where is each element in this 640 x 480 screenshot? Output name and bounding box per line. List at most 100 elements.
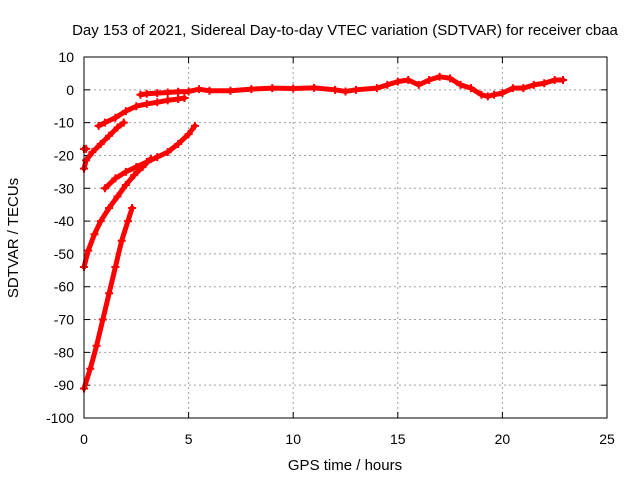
data-point xyxy=(174,139,183,148)
x-tick-label: 5 xyxy=(185,431,193,447)
data-point xyxy=(331,85,340,94)
data-point xyxy=(94,121,103,130)
y-tick-label: -10 xyxy=(54,115,74,131)
series-arc-d xyxy=(81,156,154,270)
x-tick-label: 10 xyxy=(285,431,301,447)
data-point xyxy=(121,180,130,189)
data-point xyxy=(90,230,99,239)
data-point xyxy=(289,84,298,93)
data-point xyxy=(153,153,162,162)
x-tick-label: 25 xyxy=(599,431,615,447)
data-point xyxy=(205,86,214,95)
x-axis: 0 5 10 15 20 25 xyxy=(80,57,615,447)
data-point xyxy=(82,144,91,153)
plot-frame xyxy=(83,56,608,419)
y-tick-label: -100 xyxy=(46,410,74,426)
data-point xyxy=(105,131,114,140)
data-point xyxy=(123,217,132,226)
data-point xyxy=(341,87,350,96)
data-point xyxy=(184,130,193,139)
data-point xyxy=(247,85,256,94)
data-point xyxy=(477,90,486,99)
data-point xyxy=(550,75,559,84)
data-point xyxy=(490,90,499,99)
data-point xyxy=(128,203,137,212)
data-point xyxy=(92,341,101,350)
data-point xyxy=(96,217,105,226)
data-point xyxy=(119,118,128,127)
data-point xyxy=(508,84,517,93)
x-axis-label: GPS time / hours xyxy=(288,457,402,474)
data-point xyxy=(559,75,568,84)
data-point xyxy=(540,79,549,88)
data-point xyxy=(130,171,139,180)
x-tick-label: 0 xyxy=(80,431,88,447)
data-point xyxy=(138,162,147,171)
y-tick-label: -50 xyxy=(54,246,74,262)
data-point xyxy=(195,85,204,94)
y-tick-label: -30 xyxy=(54,180,74,196)
data-point xyxy=(113,192,122,201)
y-tick-label: -80 xyxy=(54,344,74,360)
data-point xyxy=(163,96,172,105)
y-axis-label: SDTVAR / TECUs xyxy=(5,178,22,298)
data-point xyxy=(404,75,413,84)
y-tick-label: 0 xyxy=(66,82,74,98)
data-point xyxy=(117,236,126,245)
plot-area xyxy=(80,72,568,393)
data-point xyxy=(111,174,120,183)
data-point xyxy=(111,113,120,122)
data-point xyxy=(121,167,130,176)
data-point xyxy=(142,99,151,108)
x-tick-label: 20 xyxy=(495,431,511,447)
data-point xyxy=(529,80,538,89)
y-tick-label: -20 xyxy=(54,147,74,163)
data-point xyxy=(467,84,476,93)
data-point xyxy=(86,364,95,373)
data-point xyxy=(174,87,183,96)
data-point xyxy=(414,80,423,89)
data-point xyxy=(483,92,492,101)
data-point xyxy=(519,84,528,93)
data-point xyxy=(111,263,120,272)
data-point xyxy=(163,148,172,157)
data-point xyxy=(184,87,193,96)
data-point xyxy=(132,102,141,111)
y-tick-label: 10 xyxy=(58,49,74,65)
data-point xyxy=(393,77,402,86)
data-point xyxy=(383,80,392,89)
data-point xyxy=(142,89,151,98)
data-point xyxy=(498,89,507,98)
data-point xyxy=(146,154,155,163)
data-point xyxy=(121,107,130,116)
data-point xyxy=(96,139,105,148)
y-tick-label: -60 xyxy=(54,279,74,295)
data-point xyxy=(446,74,455,83)
y-tick-label: -90 xyxy=(54,377,74,393)
data-point xyxy=(105,203,114,212)
data-point xyxy=(268,84,277,93)
data-point xyxy=(226,86,235,95)
data-point xyxy=(310,83,319,92)
data-point xyxy=(113,123,122,132)
data-point xyxy=(153,98,162,107)
data-point xyxy=(98,315,107,324)
y-tick-label: -70 xyxy=(54,312,74,328)
data-point xyxy=(425,75,434,84)
data-point xyxy=(456,80,465,89)
data-point xyxy=(351,85,360,94)
data-point xyxy=(153,89,162,98)
data-point xyxy=(84,246,93,255)
data-point xyxy=(100,184,109,193)
data-point xyxy=(163,88,172,97)
series-arc-a xyxy=(96,95,187,129)
y-axis: 10 0 -10 -20 -30 -40 -50 -60 -70 -80 -90 -100 xyxy=(46,49,607,426)
x-tick-label: 15 xyxy=(390,431,406,447)
data-point xyxy=(100,118,109,127)
data-point xyxy=(435,72,444,81)
y-tick-label: -40 xyxy=(54,213,74,229)
chart-title: Day 153 of 2021, Sidereal Day-to-day VTE… xyxy=(72,22,618,39)
data-point xyxy=(88,148,97,157)
data-point xyxy=(105,289,114,298)
